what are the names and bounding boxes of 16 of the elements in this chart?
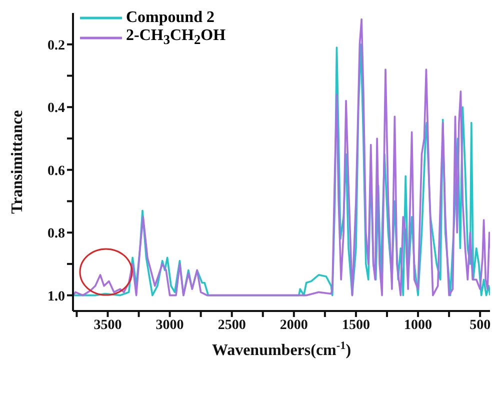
x-tick-label: 1500 [342,318,370,333]
legend-label: 2-CH$_{3}$CH$_{2}$OH [126,27,226,49]
x-axis-title: Wavenumbers(cm$^{-1}$) [212,340,352,359]
y-tick-label: 0.8 [48,226,65,242]
y-tick-label: 0.6 [48,164,65,179]
legend-label: Compound 2 [126,9,214,27]
x-tick-label: 500 [470,318,491,333]
y-axis-title: Transimittance [9,110,26,214]
x-tick-label: 2500 [218,318,246,333]
x-tick-label: 3000 [156,318,184,333]
x-tick-label: 3500 [94,318,122,333]
y-tick-label: 0.2 [48,38,65,54]
y-tick-label: 1.0 [48,289,65,304]
y-tick-label: 0.4 [48,101,65,116]
x-tick-label: 1000 [404,318,432,333]
x-tick-label: 2000 [280,318,308,333]
